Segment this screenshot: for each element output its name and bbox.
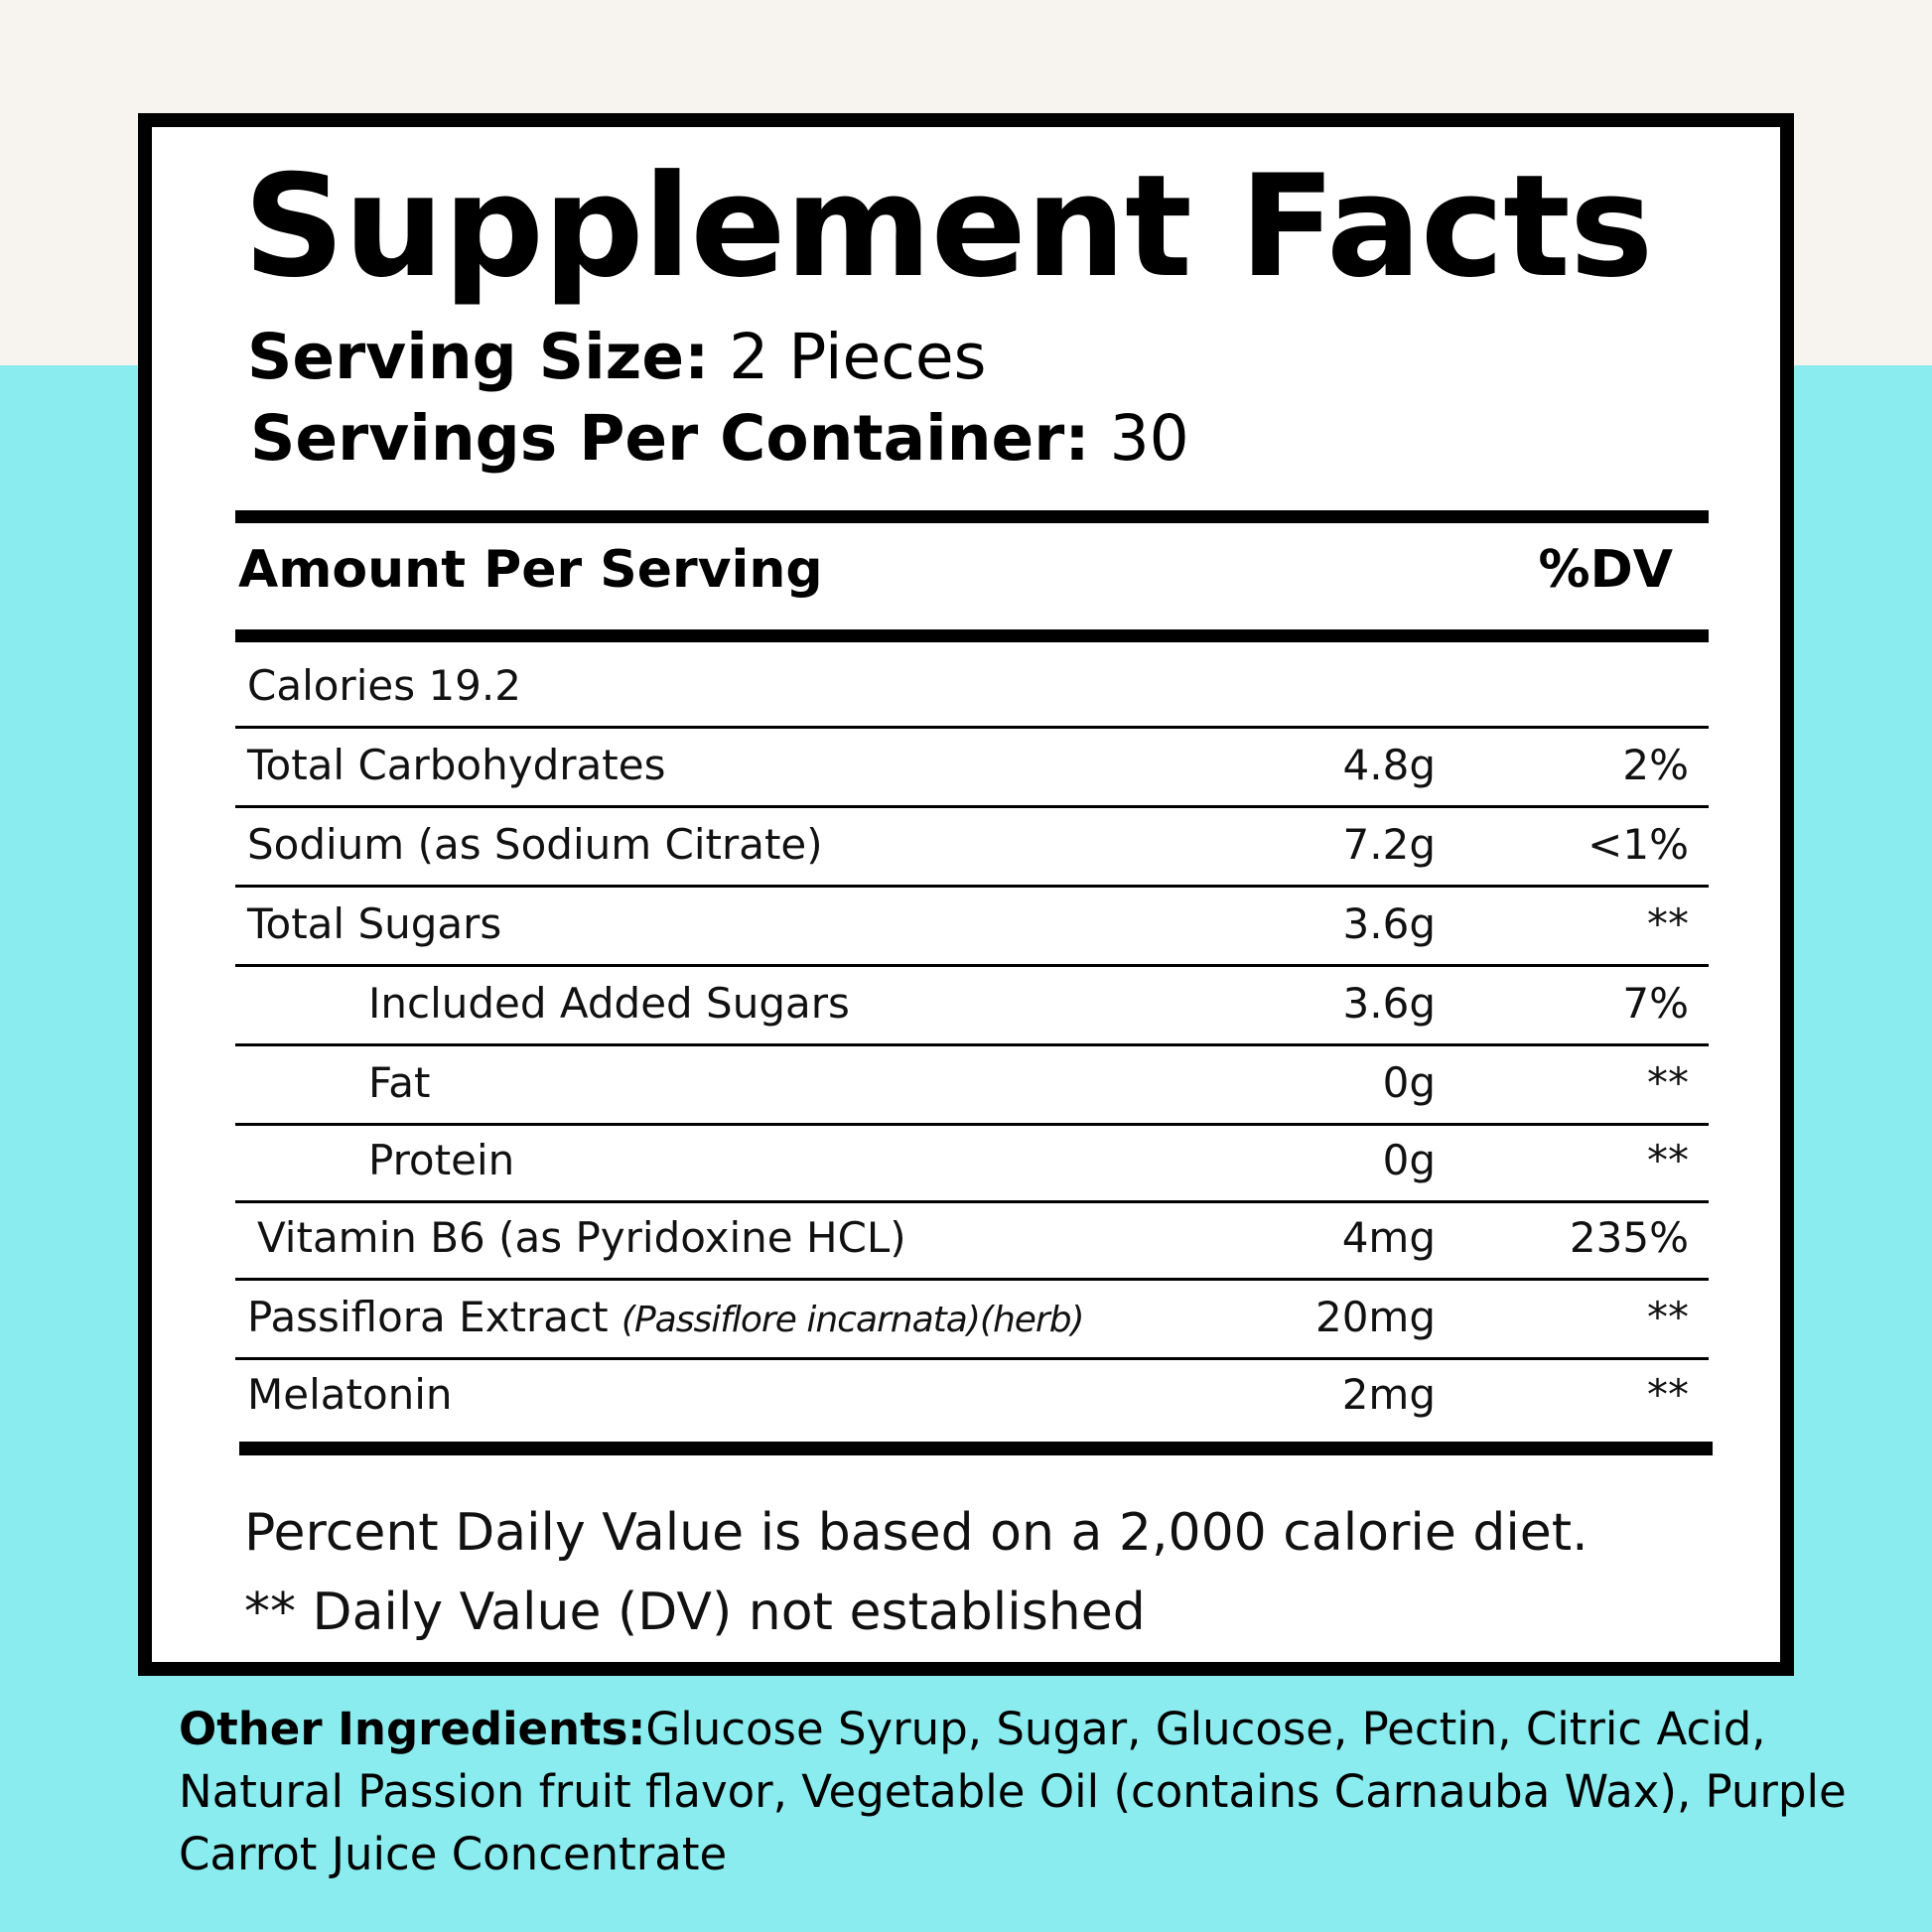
row-name: Passiflora Extract (Passiflore incarnata… <box>247 1297 1085 1340</box>
servings-per-container: Servings Per Container: 30 <box>250 407 1189 470</box>
row-name-note: (Passiflore incarnata)(herb) <box>621 1300 1085 1340</box>
row-dv: ** <box>1647 1136 1689 1184</box>
serving-size-value: 2 Pieces <box>709 321 987 393</box>
table-row: Included Added Sugars 3.6g 7% <box>235 967 1709 1046</box>
row-amount: 3.6g <box>1342 899 1436 948</box>
row-amount: 20mg <box>1314 1293 1436 1341</box>
table-row: Passiflora Extract (Passiflore incarnata… <box>235 1281 1709 1360</box>
serving-size: Serving Size: 2 Pieces <box>247 326 987 388</box>
row-dv: ** <box>1647 1293 1689 1341</box>
row-name-text: Passiflora Extract <box>247 1293 621 1341</box>
other-ingredients-label: Other Ingredients: <box>179 1703 646 1755</box>
row-name: Sodium (as Sodium Citrate) <box>247 820 823 869</box>
table-row: Total Carbohydrates 4.8g 2% <box>235 729 1709 808</box>
table-row: Total Sugars 3.6g ** <box>235 888 1709 967</box>
amount-per-serving-header: Amount Per Serving <box>238 540 823 600</box>
row-name: Total Sugars <box>247 899 502 948</box>
row-dv: <1% <box>1587 820 1689 869</box>
supplement-facts-panel: Supplement Facts Serving Size: 2 Pieces … <box>138 113 1794 1676</box>
thick-divider-bottom <box>239 1442 1713 1455</box>
row-name: Melatonin <box>247 1370 453 1419</box>
row-amount: 3.6g <box>1342 979 1436 1028</box>
row-name: Calories 19.2 <box>247 661 521 710</box>
table-row: Protein 0g ** <box>235 1124 1709 1203</box>
other-ingredients-text: Glucose Syrup, Sugar, Glucose, Pectin, C… <box>179 1703 1847 1880</box>
row-amount: 4mg <box>1341 1213 1436 1262</box>
row-dv: 7% <box>1622 979 1689 1028</box>
table-row: Melatonin 2mg ** <box>235 1358 1709 1438</box>
servings-per-container-label: Servings Per Container: <box>250 402 1090 475</box>
row-amount: 7.2g <box>1342 820 1436 869</box>
row-amount: 0g <box>1382 1058 1436 1107</box>
row-amount: 0g <box>1382 1136 1436 1184</box>
panel-title: Supplement Facts <box>243 145 1653 309</box>
table-row: Fat 0g ** <box>235 1046 1709 1126</box>
row-name: Vitamin B6 (as Pyridoxine HCL) <box>257 1213 906 1262</box>
row-name: Total Carbohydrates <box>247 741 666 789</box>
row-dv: ** <box>1647 1058 1689 1107</box>
dv-not-established-footnote: ** Daily Value (DV) not established <box>244 1583 1146 1642</box>
row-amount: 4.8g <box>1342 741 1436 789</box>
row-amount: 2mg <box>1341 1370 1436 1419</box>
other-ingredients: Other Ingredients:Glucose Syrup, Sugar, … <box>179 1698 1886 1885</box>
row-name: Protein <box>368 1136 515 1184</box>
thick-divider-top <box>235 510 1709 523</box>
row-dv: 235% <box>1569 1213 1689 1262</box>
table-row: Vitamin B6 (as Pyridoxine HCL) 4mg 235% <box>235 1201 1709 1281</box>
servings-per-container-value: 30 <box>1089 402 1189 475</box>
table-row: Calories 19.2 <box>235 649 1709 729</box>
daily-value-footnote: Percent Daily Value is based on a 2,000 … <box>244 1503 1588 1563</box>
row-dv: ** <box>1647 899 1689 948</box>
row-dv: ** <box>1647 1370 1689 1419</box>
thick-divider-middle <box>235 629 1709 642</box>
dv-header: %DV <box>1538 540 1673 600</box>
row-name: Included Added Sugars <box>368 979 850 1028</box>
row-name: Fat <box>368 1058 431 1107</box>
row-dv: 2% <box>1622 741 1689 789</box>
table-row: Sodium (as Sodium Citrate) 7.2g <1% <box>235 808 1709 888</box>
serving-size-label: Serving Size: <box>247 321 710 393</box>
